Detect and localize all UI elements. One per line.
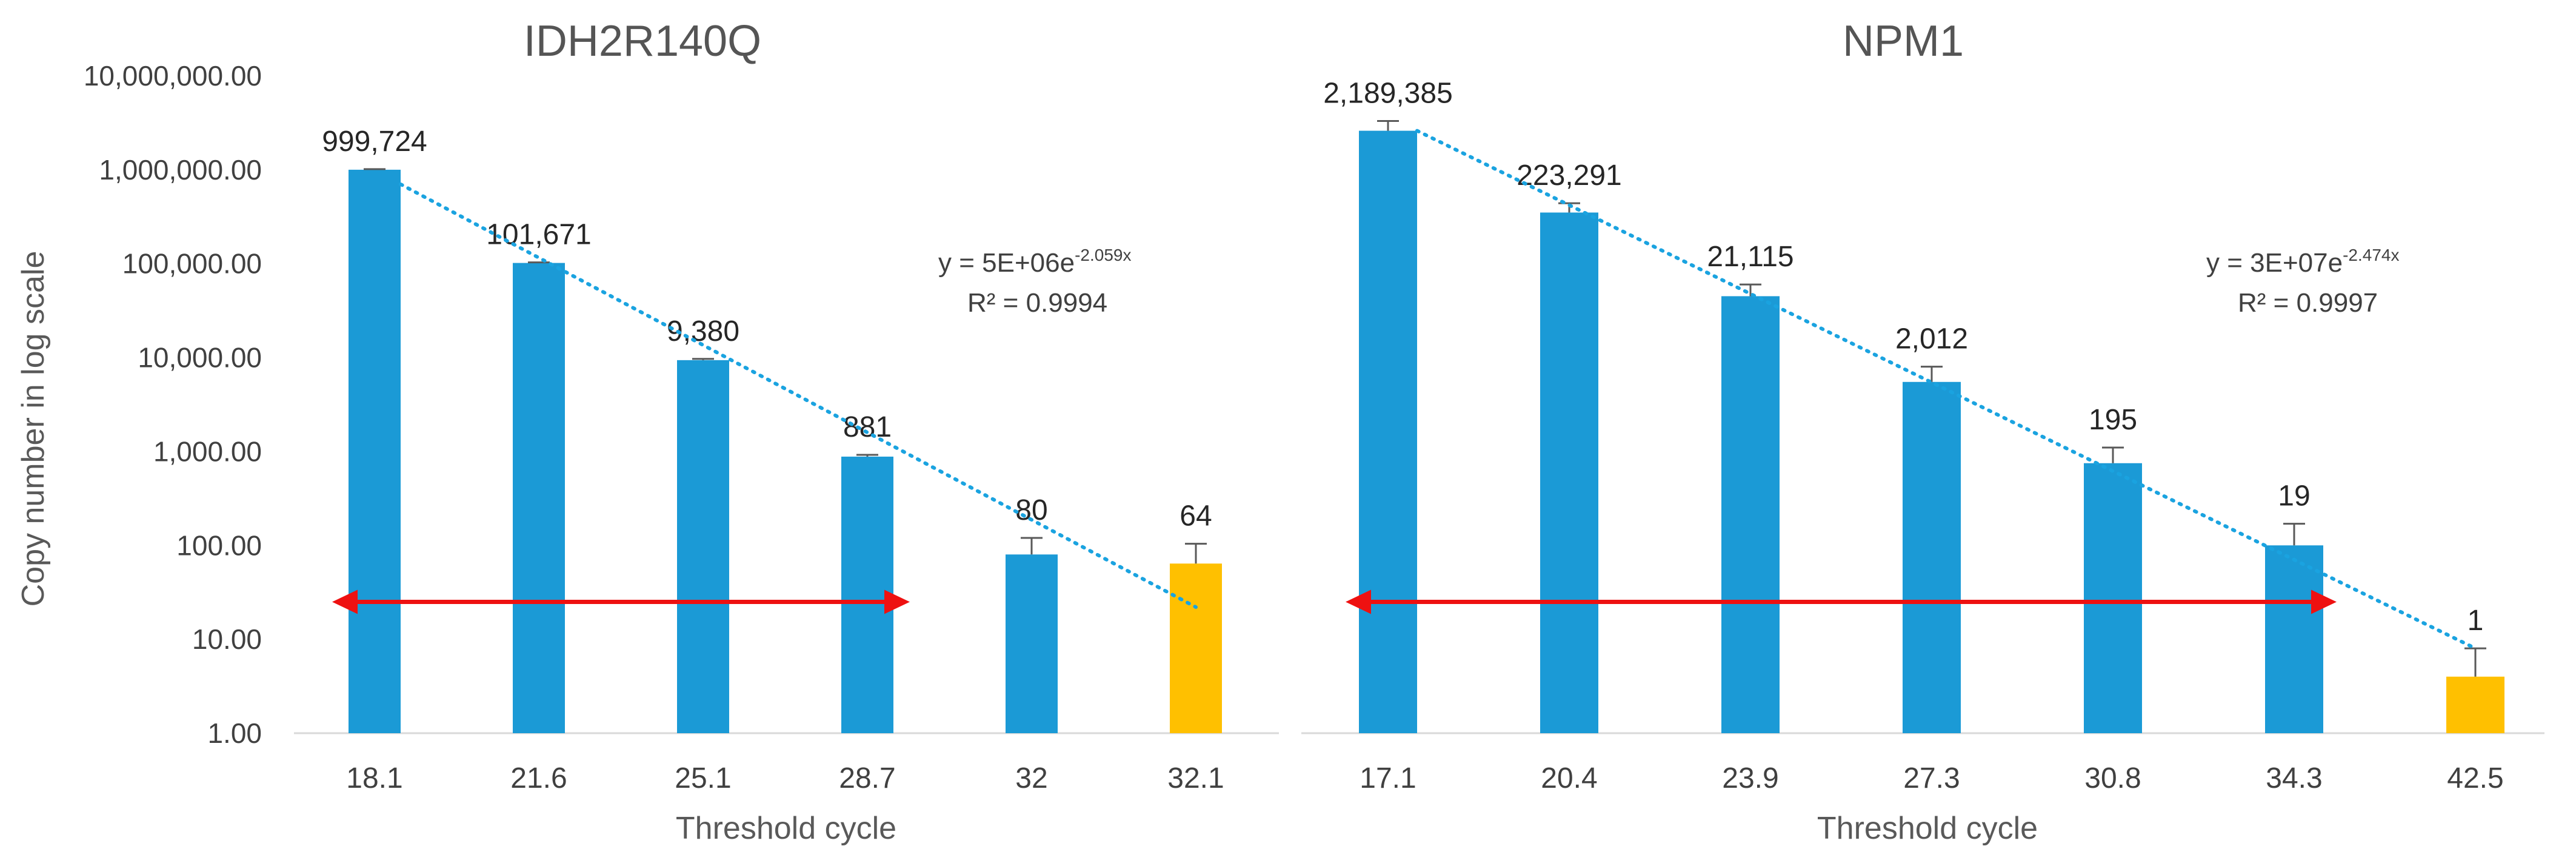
bar-highlighted [1170, 563, 1222, 733]
idh2-chart: IDH2R140Q Threshold cycle 999,724 101,671… [294, 17, 1279, 846]
equation-prefix: y = 3E+07e [2206, 248, 2343, 278]
bar-highlighted [2446, 676, 2504, 733]
bar [2084, 463, 2142, 733]
trendline [1415, 129, 2477, 651]
arrow-head-left [332, 589, 358, 614]
trendline-equation: y = 3E+07e-2.474x [2206, 246, 2399, 278]
y-tick-label: 1,000.00 [153, 435, 262, 467]
arrow-head-right [2311, 589, 2337, 614]
data-label: 101,671 [486, 219, 592, 251]
x-tick-label: 20.4 [1541, 762, 1597, 794]
data-label: 1 [2468, 605, 2484, 637]
data-label: 999,724 [322, 126, 427, 158]
data-label: 19 [2278, 480, 2310, 512]
y-axis-label: Copy number in log scale [16, 251, 51, 607]
x-tick-label: 18.1 [346, 762, 402, 794]
arrow-head-left [1346, 589, 1371, 614]
bar [2265, 545, 2323, 733]
bar-series [1359, 130, 2504, 734]
arrow-head-right [884, 589, 910, 614]
error-bar [1377, 120, 1399, 131]
trendline-equation: y = 5E+06e-2.059x [938, 246, 1131, 278]
error-bar [2464, 647, 2486, 677]
x-tick-label: 28.7 [839, 762, 895, 794]
chart-title: NPM1 [1843, 17, 1964, 65]
x-axis-label: Threshold cycle [1817, 811, 2038, 846]
bar [1006, 554, 1058, 733]
bar [1359, 130, 1417, 733]
error-bar [692, 358, 714, 360]
bar [677, 360, 729, 733]
data-label: 881 [843, 411, 892, 443]
equation-exponent: -2.474x [2343, 246, 2399, 264]
data-label: 2,189,385 [1323, 78, 1453, 110]
x-axis-label: Threshold cycle [676, 811, 896, 846]
bar [513, 263, 565, 734]
data-label: 195 [2089, 404, 2137, 436]
bar [1903, 381, 1961, 733]
x-tick-label: 34.3 [2266, 762, 2322, 794]
x-tick-label: 23.9 [1722, 762, 1778, 794]
error-bars [1377, 120, 2486, 677]
error-bar [2283, 523, 2305, 546]
x-tick-label: 27.3 [1903, 762, 1960, 794]
r-squared: R² = 0.9994 [967, 288, 1107, 318]
data-label: 64 [1180, 500, 1212, 532]
y-tick-label: 100,000.00 [122, 248, 262, 280]
y-tick-labels: 1.00 10.00 100.00 1,000.00 10,000.00 100,000.… [84, 60, 262, 749]
bar [1540, 212, 1598, 734]
y-tick-label: 100.00 [176, 529, 262, 561]
error-bar [856, 454, 878, 457]
error-bar [1021, 537, 1043, 555]
error-bars [364, 168, 1207, 564]
x-tick-label: 17.1 [1360, 762, 1416, 794]
equation-prefix: y = 5E+06e [938, 248, 1075, 278]
x-tick-label: 32 [1015, 762, 1047, 794]
x-tick-label: 30.8 [2084, 762, 2141, 794]
error-bar [2102, 446, 2124, 463]
error-bar [1740, 283, 1761, 297]
y-tick-label: 10.00 [192, 623, 262, 655]
y-tick-label: 10,000.00 [138, 342, 262, 374]
x-tick-labels: 17.1 20.4 23.9 27.3 30.8 34.3 42.5 [1360, 762, 2503, 794]
x-tick-label: 21.6 [510, 762, 567, 794]
x-tick-labels: 18.1 21.6 25.1 28.7 32 32.1 [346, 762, 1224, 794]
r-squared: R² = 0.9997 [2238, 288, 2378, 318]
bar [349, 169, 401, 733]
error-bar [1921, 366, 1943, 382]
data-label: 2,012 [1895, 323, 1968, 355]
trendline [399, 182, 1198, 609]
error-bar [364, 168, 385, 170]
npm1-chart: NPM1 Threshold cycle 2,189,385223,29121,… [1301, 17, 2544, 846]
y-tick-label: 10,000,000.00 [84, 60, 262, 92]
y-tick-label: 1.00 [207, 717, 262, 749]
x-tick-label: 25.1 [675, 762, 731, 794]
chart-title: IDH2R140Q [524, 17, 761, 65]
equation-exponent: -2.059x [1075, 246, 1131, 264]
x-tick-label: 42.5 [2447, 762, 2503, 794]
bar [1721, 296, 1780, 733]
y-tick-label: 1,000,000.00 [99, 154, 262, 186]
range-arrow [1346, 589, 2337, 614]
data-label: 21,115 [1707, 241, 1794, 273]
error-bar [1185, 543, 1207, 564]
x-tick-label: 32.1 [1167, 762, 1224, 794]
range-arrow [332, 589, 910, 614]
